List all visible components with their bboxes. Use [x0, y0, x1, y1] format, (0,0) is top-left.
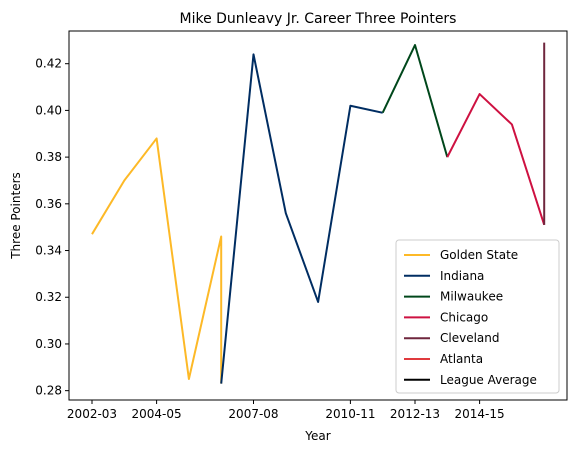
legend-label: League Average — [440, 373, 537, 387]
legend: Golden State Indiana Milwaukee Chicago Cleve… — [395, 239, 560, 394]
y-tick-label: 0.40 — [35, 103, 62, 117]
y-axis-ticks: 0.28 0.30 0.32 0.34 0.36 0.38 0.40 0.42 — [35, 57, 69, 398]
legend-box — [395, 239, 560, 394]
y-axis-label: Three Pointers — [9, 172, 23, 260]
y-tick-label: 0.38 — [35, 150, 62, 164]
x-tick-label: 2004-05 — [132, 407, 182, 421]
series-lines — [91, 42, 546, 384]
y-tick-label: 0.34 — [35, 244, 62, 258]
x-tick-label: 2007-08 — [228, 407, 278, 421]
x-tick-label: 2010-11 — [325, 407, 375, 421]
y-tick-label: 0.36 — [35, 197, 62, 211]
x-tick-label: 2002-03 — [67, 407, 117, 421]
chart-title: Mike Dunleavy Jr. Career Three Pointers — [180, 11, 457, 27]
y-tick-label: 0.30 — [35, 337, 62, 351]
x-tick-label: 2014-15 — [455, 407, 505, 421]
legend-label: Chicago — [440, 310, 488, 324]
plot-area-frame — [68, 30, 568, 401]
y-tick-label: 0.28 — [35, 384, 62, 398]
y-tick-label: 0.32 — [35, 290, 62, 304]
y-tick-label: 0.42 — [35, 57, 62, 71]
legend-label: Cleveland — [440, 331, 500, 345]
series-line-indiana — [220, 53, 383, 384]
legend-label: Atlanta — [440, 352, 483, 366]
series-line-milwaukee — [381, 44, 449, 158]
series-line-golden-state — [91, 137, 223, 384]
legend-label: Milwaukee — [440, 290, 503, 304]
x-axis-ticks: 2002-03 2004-05 2007-08 2010-11 2012-13 2014-… — [67, 400, 505, 421]
series-line-chicago — [446, 93, 546, 226]
x-tick-label: 2012-13 — [390, 407, 440, 421]
x-axis-label: Year — [304, 429, 330, 443]
legend-label: Golden State — [440, 248, 518, 262]
legend-label: Indiana — [440, 269, 484, 283]
